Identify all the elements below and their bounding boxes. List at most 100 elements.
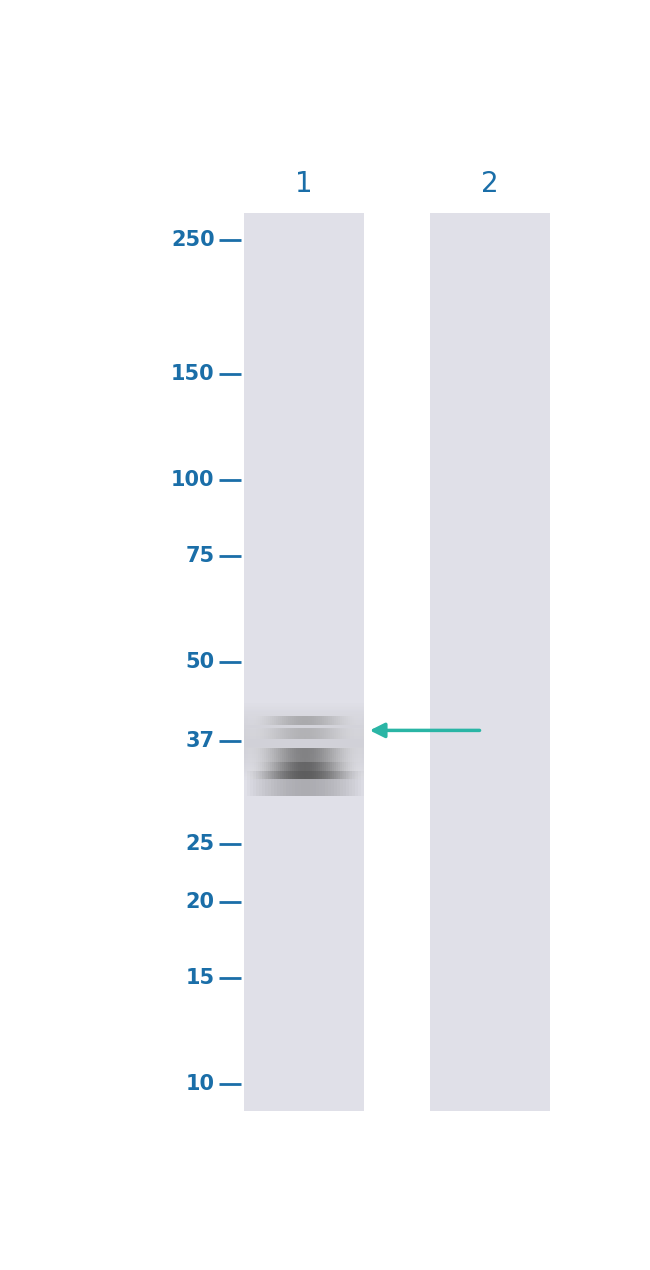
- Bar: [348, 716, 350, 725]
- Bar: [336, 729, 338, 739]
- Bar: [264, 729, 266, 739]
- Bar: [316, 729, 318, 739]
- Bar: [362, 748, 364, 762]
- Bar: [316, 716, 318, 725]
- Bar: [310, 748, 312, 762]
- Bar: [244, 725, 364, 726]
- Bar: [244, 748, 364, 749]
- Bar: [314, 748, 317, 762]
- Bar: [312, 729, 315, 739]
- Bar: [282, 762, 284, 780]
- Bar: [282, 716, 284, 725]
- Bar: [334, 729, 336, 739]
- Bar: [346, 762, 348, 780]
- Bar: [270, 762, 272, 780]
- Bar: [344, 748, 346, 762]
- Bar: [288, 748, 291, 762]
- Bar: [244, 753, 364, 756]
- Bar: [248, 748, 250, 762]
- Bar: [300, 729, 302, 739]
- Bar: [322, 729, 324, 739]
- Bar: [336, 748, 338, 762]
- Bar: [282, 729, 284, 739]
- Bar: [276, 729, 278, 739]
- Bar: [244, 704, 364, 705]
- Bar: [258, 729, 261, 739]
- Bar: [344, 762, 346, 780]
- Bar: [244, 740, 364, 742]
- Bar: [262, 771, 265, 796]
- Bar: [244, 716, 246, 725]
- Bar: [342, 748, 345, 762]
- Bar: [298, 771, 302, 796]
- Bar: [301, 771, 304, 796]
- Bar: [302, 748, 304, 762]
- Bar: [350, 762, 352, 780]
- Bar: [314, 729, 317, 739]
- Bar: [244, 709, 364, 710]
- Bar: [274, 762, 276, 780]
- Bar: [244, 728, 364, 729]
- Bar: [292, 716, 294, 725]
- Bar: [356, 762, 358, 780]
- Bar: [256, 762, 258, 780]
- Bar: [265, 771, 268, 796]
- Bar: [290, 748, 292, 762]
- Bar: [244, 771, 248, 796]
- Bar: [244, 726, 364, 728]
- Bar: [298, 748, 300, 762]
- Bar: [244, 707, 364, 709]
- Bar: [330, 762, 332, 780]
- Bar: [358, 771, 361, 796]
- Bar: [274, 748, 276, 762]
- Bar: [268, 729, 270, 739]
- Bar: [244, 777, 364, 779]
- Bar: [352, 771, 356, 796]
- Bar: [354, 729, 356, 739]
- Bar: [284, 748, 286, 762]
- Bar: [256, 771, 259, 796]
- Bar: [270, 748, 272, 762]
- Bar: [252, 716, 254, 725]
- Bar: [292, 762, 294, 780]
- Bar: [328, 748, 330, 762]
- Bar: [300, 716, 302, 725]
- Bar: [430, 213, 550, 1111]
- Bar: [252, 748, 254, 762]
- Bar: [244, 721, 364, 723]
- Bar: [258, 762, 261, 780]
- Bar: [344, 716, 346, 725]
- Bar: [244, 742, 364, 743]
- Bar: [244, 752, 364, 753]
- Bar: [244, 719, 364, 720]
- Bar: [300, 762, 302, 780]
- Bar: [280, 762, 282, 780]
- Text: 37: 37: [185, 730, 214, 751]
- Bar: [268, 771, 271, 796]
- Bar: [280, 771, 283, 796]
- Bar: [354, 762, 356, 780]
- Bar: [325, 771, 328, 796]
- Bar: [338, 729, 340, 739]
- Bar: [310, 716, 312, 725]
- Bar: [298, 729, 300, 739]
- Bar: [244, 705, 364, 706]
- Bar: [274, 729, 276, 739]
- Bar: [268, 748, 270, 762]
- Bar: [244, 751, 364, 752]
- Bar: [340, 771, 343, 796]
- Bar: [360, 729, 362, 739]
- Bar: [286, 748, 289, 762]
- Bar: [328, 762, 330, 780]
- Bar: [244, 729, 246, 739]
- Bar: [244, 767, 364, 768]
- Bar: [312, 748, 315, 762]
- Bar: [346, 729, 348, 739]
- Bar: [352, 729, 354, 739]
- Bar: [336, 716, 338, 725]
- Bar: [244, 710, 364, 711]
- Bar: [244, 711, 364, 712]
- Bar: [244, 762, 246, 780]
- Bar: [244, 772, 364, 773]
- Bar: [247, 771, 250, 796]
